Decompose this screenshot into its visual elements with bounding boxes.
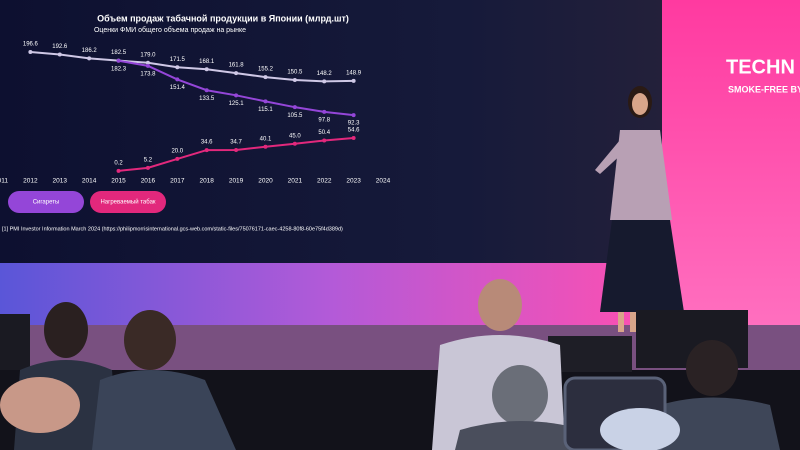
data-label: 179.0 <box>140 52 156 58</box>
data-point <box>116 58 121 63</box>
led-strip <box>0 263 662 325</box>
data-label: 155.2 <box>258 67 274 73</box>
x-tick-label: 2021 <box>288 178 303 185</box>
data-label: 196.6 <box>23 42 39 48</box>
data-label: 151.4 <box>170 85 186 91</box>
data-point <box>322 79 327 84</box>
data-label: 148.2 <box>317 71 333 77</box>
data-point <box>263 144 268 149</box>
x-tick-label: 2014 <box>82 178 97 185</box>
data-label: 115.1 <box>258 107 273 113</box>
chart-title: Объем продаж табачной продукции в Японии… <box>97 13 349 23</box>
data-point <box>351 113 356 118</box>
x-tick-label: 2023 <box>346 178 361 185</box>
x-tick-label: 2017 <box>170 178 185 185</box>
data-label: 182.3 <box>111 66 127 72</box>
data-label: 45.0 <box>289 133 301 139</box>
data-label: 105.5 <box>287 113 303 119</box>
data-label: 54.6 <box>348 128 360 134</box>
data-label: 40.1 <box>260 136 272 142</box>
data-point <box>87 56 92 61</box>
data-point <box>263 99 268 104</box>
data-label: 186.2 <box>82 48 98 54</box>
data-point <box>204 67 209 72</box>
x-tick-label: 2018 <box>199 178 214 185</box>
data-point <box>204 148 209 153</box>
data-label: 192.6 <box>52 44 68 50</box>
data-label: 168.1 <box>199 59 215 65</box>
data-label: 0.2 <box>114 160 123 166</box>
legend-pill <box>8 191 84 213</box>
x-tick-label: 2016 <box>141 178 156 185</box>
data-point <box>57 52 62 57</box>
data-point <box>263 75 268 80</box>
data-point <box>292 141 297 146</box>
legend-item: Нагреваемый табак <box>90 191 166 213</box>
audience <box>0 279 780 450</box>
data-point <box>28 50 33 55</box>
data-label: 50.4 <box>318 130 330 136</box>
chart-subtitle: Оценки ФМИ общего объема продаж на рынке <box>94 26 246 34</box>
legend-pill <box>90 191 166 213</box>
data-label: 5.2 <box>144 157 153 163</box>
data-label: 171.5 <box>170 57 186 63</box>
pink-screen <box>662 0 800 325</box>
data-point <box>175 65 180 70</box>
data-point <box>145 63 150 68</box>
data-point <box>145 60 150 65</box>
data-label: 133.5 <box>199 96 215 102</box>
data-point <box>322 138 327 143</box>
x-tick-label: 2022 <box>317 178 332 185</box>
data-point <box>351 78 356 83</box>
footnote: [1] PMI Investor Information March 2024 … <box>2 226 343 232</box>
data-label: 161.8 <box>229 63 245 69</box>
data-point <box>204 88 209 93</box>
data-label: 34.6 <box>201 140 213 146</box>
banner-subtitle: SMOKE-FREE BY <box>728 84 800 94</box>
x-tick-label: 2020 <box>258 178 273 185</box>
legend-item: Сигареты <box>8 191 84 213</box>
data-label: 125.1 <box>229 101 245 107</box>
stage-monitor <box>0 314 30 370</box>
data-point <box>234 148 239 153</box>
x-tick-label: 2019 <box>229 178 244 185</box>
x-tick-label: 2013 <box>53 178 68 185</box>
stage-monitor <box>548 336 632 372</box>
data-label: 148.9 <box>346 70 362 76</box>
legend-label: Сигареты <box>33 200 60 206</box>
series-line <box>30 51 354 83</box>
data-label: 20.0 <box>171 148 183 154</box>
chart: 2011 2012 2013 2014 2015 2016 2017 2018 2019 2020… <box>0 42 391 213</box>
data-label: 97.8 <box>318 117 330 123</box>
data-point <box>351 135 356 140</box>
data-point <box>292 77 297 82</box>
data-point <box>322 109 327 114</box>
data-point <box>175 156 180 161</box>
data-point <box>234 71 239 76</box>
data-label: 92.3 <box>348 121 360 127</box>
data-point <box>234 93 239 98</box>
x-tick-label: 2012 <box>23 178 38 185</box>
slide-screen <box>0 0 662 263</box>
x-tick-label: 2024 <box>376 178 391 185</box>
data-point <box>175 77 180 82</box>
data-point <box>145 165 150 170</box>
banner-title: TECHN <box>726 56 795 78</box>
data-label: 34.7 <box>230 140 242 146</box>
x-tick-label: 2015 <box>111 178 126 185</box>
presenter <box>595 86 684 332</box>
data-point <box>292 105 297 110</box>
data-label: 173.8 <box>140 71 156 77</box>
legend-label: Нагреваемый табак <box>100 199 155 206</box>
data-point <box>116 168 121 173</box>
data-label: 182.5 <box>111 50 127 56</box>
x-tick-label: 2011 <box>0 178 8 185</box>
data-label: 150.5 <box>287 70 303 76</box>
